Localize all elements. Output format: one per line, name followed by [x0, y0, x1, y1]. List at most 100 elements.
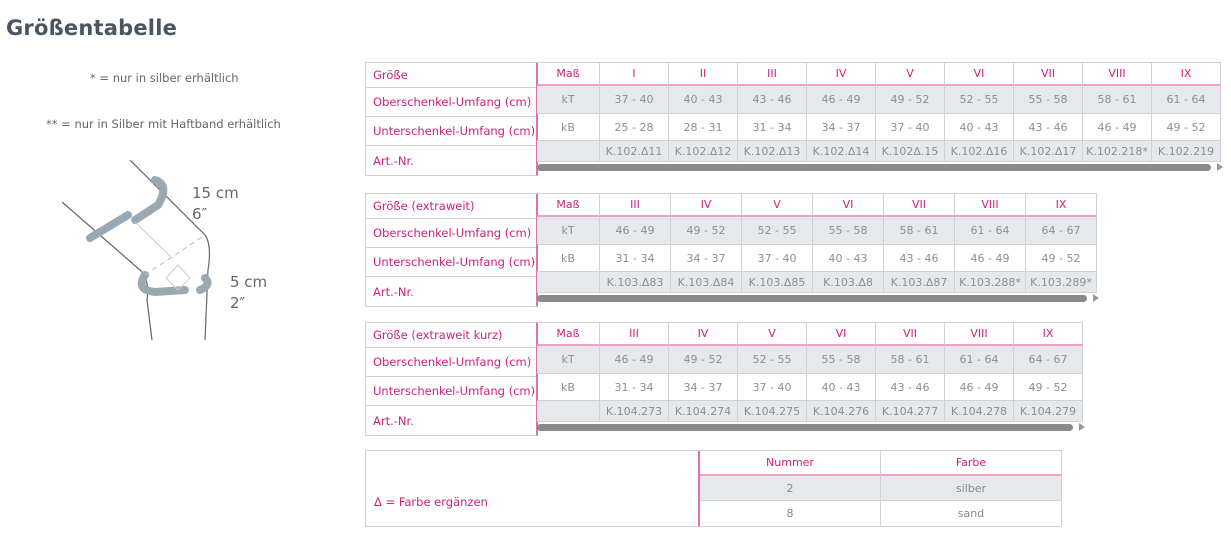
size-cell: K.103.Δ84	[671, 272, 742, 293]
size-cell: K.102.218*	[1083, 141, 1152, 162]
size-cell: K.103.Δ85	[742, 272, 813, 293]
size-header: VI	[807, 322, 876, 346]
row-labels: Größe (extraweit) Oberschenkel-Umfang (cm…	[365, 193, 538, 307]
legend-number: 2	[700, 476, 880, 501]
size-header: VIII	[955, 193, 1026, 217]
size-cell: 46 - 49	[945, 374, 1014, 401]
scroll-right-arrow-icon[interactable]	[1079, 423, 1085, 431]
size-header: VII	[884, 193, 955, 217]
size-cell: 49 - 52	[669, 346, 738, 374]
size-cell: 61 - 64	[945, 346, 1014, 374]
size-header: VI	[813, 193, 884, 217]
size-cell: 49 - 52	[876, 86, 945, 114]
size-cell: 46 - 49	[1083, 114, 1152, 141]
size-header: IX	[1152, 62, 1221, 86]
legend-header-color: Farbe	[880, 451, 1061, 476]
row-label: Unterschenkel-Umfang (cm)	[366, 377, 536, 406]
horizontal-scrollbar[interactable]	[537, 424, 1073, 431]
size-header: IV	[671, 193, 742, 217]
size-cell: K.102.Δ14	[807, 141, 876, 162]
size-cell: 37 - 40	[738, 374, 807, 401]
mass-cell	[537, 401, 600, 422]
size-cell: K.103.Δ8	[813, 272, 884, 293]
legend-number: 8	[786, 507, 794, 520]
size-cell: K.103.Δ83	[600, 272, 671, 293]
lower-distance-inch: 2″	[230, 294, 246, 312]
size-cell: K.102.Δ16	[945, 141, 1014, 162]
size-cell: 61 - 64	[955, 217, 1026, 245]
size-header: IX	[1014, 322, 1083, 346]
legend-label: Δ = Farbe ergänzen	[374, 495, 488, 509]
size-cell: K.104.274	[669, 401, 738, 422]
size-cell: 43 - 46	[738, 86, 807, 114]
size-cell: 58 - 61	[884, 217, 955, 245]
note-silver-haftband: ** = nur in Silber mit Haftband erhältli…	[46, 117, 281, 131]
size-cell: 43 - 46	[1014, 114, 1083, 141]
size-header: IX	[1026, 193, 1097, 217]
size-cell: 34 - 37	[671, 245, 742, 272]
size-cell: 28 - 31	[669, 114, 738, 141]
size-cell: K.102.Δ11	[600, 141, 669, 162]
mass-cell: kT	[537, 86, 600, 114]
row-label: Art.-Nr.	[373, 284, 414, 299]
size-header: V	[876, 62, 945, 86]
mass-cell: kB	[537, 245, 600, 272]
mass-cell: kT	[537, 346, 600, 374]
row-labels: Größe Oberschenkel-Umfang (cm) Unterschenk…	[365, 62, 538, 176]
mass-cell: kT	[537, 217, 600, 245]
horizontal-scrollbar[interactable]	[537, 295, 1087, 302]
lower-distance-cm: 5 cm	[230, 273, 268, 291]
mass-cell: Maß	[537, 193, 600, 217]
size-cell: 58 - 61	[1083, 86, 1152, 114]
row-label: Größe (extraweit kurz)	[366, 323, 536, 348]
size-cell: 49 - 52	[1014, 374, 1083, 401]
size-cell: 64 - 67	[1014, 346, 1083, 374]
scroll-right-arrow-icon[interactable]	[1093, 294, 1099, 302]
size-cell: 55 - 58	[807, 346, 876, 374]
size-header: VII	[876, 322, 945, 346]
size-cell: K.104.273	[600, 401, 669, 422]
size-cell: 40 - 43	[669, 86, 738, 114]
note-silver: * = nur in silber erhältlich	[90, 71, 239, 85]
row-label: Oberschenkel-Umfang (cm)	[366, 348, 536, 377]
row-label: Unterschenkel-Umfang (cm)	[366, 248, 536, 277]
size-cell: K.104.277	[876, 401, 945, 422]
size-header: IV	[669, 322, 738, 346]
size-cell: 52 - 55	[738, 346, 807, 374]
size-cell: K.103.Δ87	[884, 272, 955, 293]
size-cell: 37 - 40	[876, 114, 945, 141]
color-legend-table: Δ = Farbe ergänzen Nummer Farbe 2 silber…	[365, 450, 1062, 527]
size-header: III	[738, 62, 807, 86]
size-cell: 55 - 58	[813, 217, 884, 245]
size-cell: K.102.Δ12	[669, 141, 738, 162]
size-header: I	[600, 62, 669, 86]
size-grid: Maß III IV V VI VII VIII IX kT 46 - 49 49 - 52 52 -…	[537, 193, 1097, 293]
size-cell: K.104.279	[1014, 401, 1083, 422]
size-header: VIII	[945, 322, 1014, 346]
mass-cell	[537, 141, 600, 162]
size-cell: 49 - 52	[1152, 114, 1221, 141]
row-label: Art.-Nr.	[373, 153, 414, 168]
size-cell: 31 - 34	[738, 114, 807, 141]
horizontal-scrollbar[interactable]	[537, 164, 1211, 171]
size-cell: 58 - 61	[876, 346, 945, 374]
size-cell: 40 - 43	[945, 114, 1014, 141]
size-cell: 31 - 34	[600, 374, 669, 401]
size-cell: 37 - 40	[600, 86, 669, 114]
size-cell: K.102.Δ13	[738, 141, 807, 162]
page-title: Größentabelle	[6, 16, 178, 40]
size-cell: 43 - 46	[876, 374, 945, 401]
size-header: III	[600, 322, 669, 346]
size-cell: K.104.278	[945, 401, 1014, 422]
size-cell: K.102.Δ17	[1014, 141, 1083, 162]
size-cell: 64 - 67	[1026, 217, 1097, 245]
size-header: V	[738, 322, 807, 346]
size-header: III	[600, 193, 671, 217]
row-label: Oberschenkel-Umfang (cm)	[366, 88, 536, 117]
row-labels: Größe (extraweit kurz) Oberschenkel-Umfan…	[365, 322, 538, 436]
size-cell: 49 - 52	[671, 217, 742, 245]
size-header: IV	[807, 62, 876, 86]
size-cell: 52 - 55	[945, 86, 1014, 114]
scroll-right-arrow-icon[interactable]	[1217, 163, 1223, 171]
size-header: V	[742, 193, 813, 217]
